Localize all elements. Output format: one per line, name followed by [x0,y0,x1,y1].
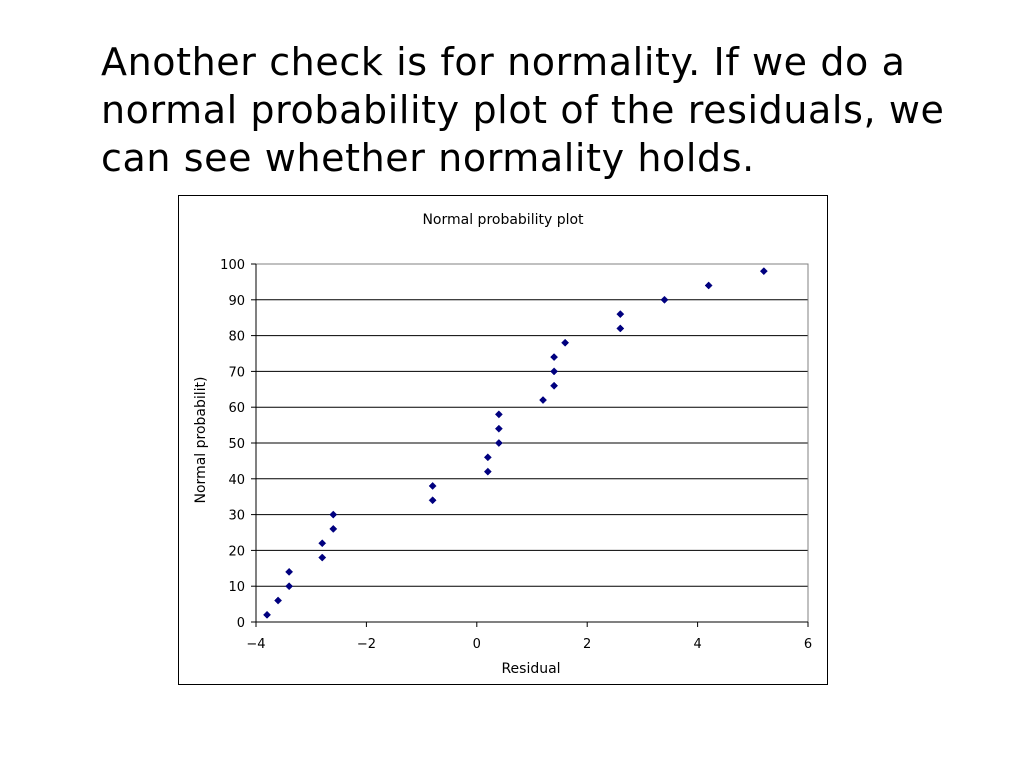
data-point-marker [561,338,570,347]
data-point-marker [550,353,559,362]
x-tick-label: 0 [473,637,481,652]
normal-probability-chart: Normal probability plot 0102030405060708… [193,212,812,677]
data-point-marker [428,482,437,490]
data-point-marker [616,324,625,333]
data-point-marker [550,381,559,390]
data-point-marker [428,496,437,505]
data-point-marker [318,539,327,548]
y-tick-label: 10 [228,580,245,595]
data-point-marker [704,281,713,290]
slide-body-text: Another check is for normality. If we do… [101,38,981,182]
data-point-marker [494,410,503,419]
y-tick-label: 20 [228,544,245,559]
data-point-marker [329,524,338,533]
data-point-marker [550,367,559,376]
data-point-marker [494,439,503,447]
y-tick-label: 80 [228,330,245,345]
x-tick-label: 6 [804,637,812,652]
chart-frame: Normal probability plot 0 10 20 30 40 50 60 70 8… [178,195,828,685]
x-tick-label: 4 [693,637,701,652]
data-point-marker [263,610,271,619]
slide-text-line: normal probability plot of the residuals… [101,88,945,132]
data-point-marker [759,267,768,276]
y-axis-label: Normal probabilit) [193,377,209,504]
x-tick-label: −4 [246,637,265,652]
x-axis-label: Residual [501,661,560,677]
data-point-marker [318,553,327,562]
y-tick-label: 40 [228,473,245,488]
chart-title: Normal probability plot [422,212,584,228]
y-tick-label: 90 [228,294,245,309]
data-point-marker [285,567,294,576]
y-tick-label: 50 [228,437,245,452]
x-tick-label: −2 [357,637,376,652]
gridlines [256,263,808,587]
y-tick-label: 60 [228,401,245,416]
data-point-marker [274,596,283,605]
data-point-marker [660,295,669,304]
slide-text-line: Another check is for normality. If we do… [101,40,906,84]
y-tick-label: 0 [237,616,245,631]
data-point-marker [483,467,492,476]
slide-text-line: can see whether normality holds. [101,136,755,180]
data-point-marker [285,582,294,591]
axes: 0 10 20 30 40 50 60 70 80 90 100 −4 −2 0 2 4 6 [220,258,812,652]
data-point-marker [616,310,625,319]
data-point-marker [329,510,338,519]
y-tick-label: 70 [228,365,245,380]
data-point-marker [539,396,547,404]
data-points [263,267,768,619]
data-point-marker [483,453,492,462]
y-tick-label: 30 [228,509,245,524]
data-point-marker [494,424,503,433]
x-tick-label: 2 [583,637,591,652]
y-tick-label: 100 [220,258,245,273]
